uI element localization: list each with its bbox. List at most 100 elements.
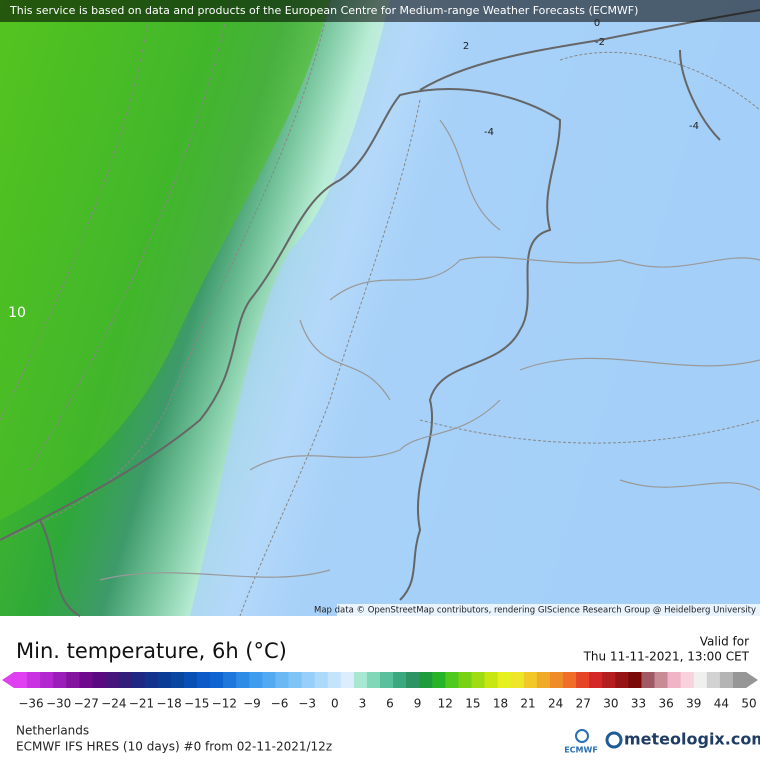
scale-swatch — [380, 672, 394, 688]
scale-tick-label: 0 — [331, 697, 339, 711]
scale-swatch — [223, 672, 237, 688]
scale-swatch — [510, 672, 525, 688]
scale-swatch — [458, 672, 472, 688]
scale-tick-label: −27 — [74, 697, 99, 711]
scale-swatch — [79, 672, 93, 688]
scale-tick-label: 15 — [465, 697, 480, 711]
contour-label: -4 — [689, 121, 699, 132]
scale-swatch — [301, 672, 316, 688]
scale-swatch — [262, 672, 276, 688]
scale-swatch — [353, 672, 368, 688]
scale-tick-label: −18 — [156, 697, 181, 711]
scale-swatch — [471, 672, 486, 688]
scale-tick-label: 21 — [520, 697, 535, 711]
attribution-bg — [337, 604, 760, 616]
ecmwf-logo: ECMWF — [564, 746, 598, 755]
scale-swatch — [536, 672, 551, 688]
valid-label: Valid for — [700, 635, 749, 649]
scale-tick-label: 44 — [714, 697, 729, 711]
scale-swatch — [197, 672, 211, 688]
scale-swatch — [576, 672, 590, 688]
scale-swatch — [118, 672, 133, 688]
scale-swatch — [719, 672, 734, 688]
scale-tick-label: 50 — [741, 697, 756, 711]
brand-icon — [605, 731, 623, 749]
scale-tick-label: 6 — [386, 697, 394, 711]
scale-tick-label: 24 — [548, 697, 563, 711]
scale-swatch — [314, 672, 329, 688]
scale-swatch — [432, 672, 446, 688]
scale-swatch — [144, 672, 159, 688]
scale-swatch — [654, 672, 669, 688]
scale-swatch — [236, 672, 250, 688]
scale-tick-label: −15 — [184, 697, 209, 711]
scale-swatch — [327, 672, 342, 688]
scale-swatch — [732, 672, 747, 688]
scale-tick-label: 18 — [493, 697, 508, 711]
scale-swatch — [366, 672, 381, 688]
scale-tick-label: −30 — [46, 697, 71, 711]
data-notice: This service is based on data and produc… — [9, 4, 638, 17]
scale-tick-label: −3 — [298, 697, 316, 711]
scale-swatch — [406, 672, 420, 688]
warm-zone — [0, 0, 330, 520]
scale-tick-label: −12 — [212, 697, 237, 711]
scale-tick-label: 9 — [414, 697, 422, 711]
map-attribution: Map data © OpenStreetMap contributors, r… — [314, 606, 756, 616]
scale-tick-label: 30 — [603, 697, 618, 711]
scale-arrow-right — [746, 672, 758, 688]
scale-tick-label: 12 — [438, 697, 453, 711]
scale-swatch — [66, 672, 80, 688]
region: Netherlands — [16, 724, 89, 738]
scale-swatch — [275, 672, 289, 688]
model-run: ECMWF IFS HRES (10 days) #0 from 02-11-2… — [16, 740, 332, 754]
contour-label: -4 — [484, 127, 494, 138]
scale-swatch — [40, 672, 54, 688]
contour-label: -2 — [595, 37, 605, 48]
scale-tick-label: −6 — [271, 697, 289, 711]
scale-tick-label: 3 — [359, 697, 367, 711]
scale-tick-label: 33 — [631, 697, 646, 711]
scale-swatch — [249, 672, 263, 688]
scale-swatch — [14, 672, 28, 688]
scale-swatch — [497, 672, 512, 688]
scale-swatch — [602, 672, 616, 688]
borders — [99, 119, 760, 581]
scale-swatch — [589, 672, 603, 688]
scale-swatch — [667, 672, 682, 688]
scale-swatch — [419, 672, 433, 688]
scale-swatch — [680, 672, 695, 688]
scale-swatch — [27, 672, 41, 688]
scale-swatch — [170, 672, 185, 688]
scale-tick-label: 27 — [576, 697, 591, 711]
scale-swatch — [523, 672, 538, 688]
scale-tick-label: −9 — [243, 697, 261, 711]
scale-swatch — [288, 672, 303, 688]
ecmwf-icon — [575, 729, 589, 743]
cold-zone — [190, 0, 760, 616]
scale-swatch — [693, 672, 708, 688]
scale-arrow-left — [2, 672, 14, 688]
scale-swatch — [641, 672, 655, 688]
scale-swatch — [92, 672, 106, 688]
notice-bar — [0, 0, 760, 22]
valid-time: Thu 11-11-2021, 13:00 CET — [583, 650, 750, 664]
map — [0, 0, 760, 617]
isotherms — [0, 0, 760, 617]
scale-tick-label: −36 — [18, 697, 43, 711]
scale-swatch — [706, 672, 721, 688]
scale-tick-label: 36 — [659, 697, 674, 711]
scale-swatch — [628, 672, 642, 688]
color-scale: −36 −30 −27 −24 −21 −18 −15 −12 −9 −6 −3 0 3 6 9 12 15 18… — [2, 672, 758, 711]
scale-swatch — [157, 672, 172, 688]
scale-tick-label: 39 — [686, 697, 701, 711]
scale-swatch — [445, 672, 459, 688]
scale-swatch — [53, 672, 67, 688]
scale-swatch — [105, 672, 120, 688]
scale-swatch — [183, 672, 198, 688]
scale-swatch — [210, 672, 224, 688]
brand: meteologix.com — [624, 730, 760, 749]
scale-swatch — [549, 672, 564, 688]
scale-swatch — [615, 672, 629, 688]
